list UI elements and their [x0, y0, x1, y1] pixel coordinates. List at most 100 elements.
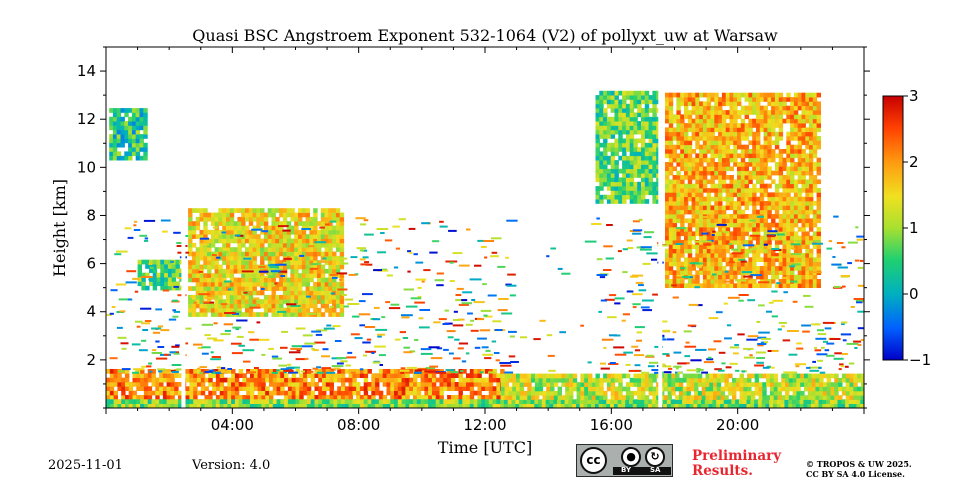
heatmap-cell: [625, 103, 631, 109]
heatmap-cell: [680, 114, 685, 120]
heatmap-cell: [185, 373, 190, 378]
heatmap-cell: [816, 214, 821, 219]
heatmap-cell: [684, 205, 689, 211]
heatmap-cell: [637, 147, 642, 152]
heatmap-cell: [668, 205, 674, 211]
heatmap-cell: [210, 290, 216, 296]
heatmap-cell: [526, 399, 532, 404]
heatmap-cell: [159, 377, 164, 383]
heatmap-cell: [687, 149, 693, 154]
heatmap-cell: [241, 212, 246, 218]
heatmap-cell: [477, 373, 482, 378]
heatmap-cell: [599, 121, 604, 126]
heatmap-cell: [191, 225, 197, 231]
heatmap-cell: [695, 205, 700, 211]
heatmap-cell: [309, 277, 314, 283]
heatmap-cell: [241, 312, 246, 317]
heatmap-cell: [203, 255, 208, 261]
heatmap-cell: [744, 110, 749, 115]
heatmap-cell: [778, 253, 784, 258]
heatmap-cell: [734, 344, 739, 346]
heatmap-cell: [135, 138, 141, 144]
heatmap-cell: [214, 221, 219, 226]
heatmap-cell: [263, 303, 269, 309]
heatmap-cell: [710, 235, 715, 241]
heatmap-cell: [277, 310, 287, 313]
heatmap-cell: [625, 194, 631, 200]
heatmap-cell: [809, 157, 814, 163]
heatmap-cell: [339, 242, 345, 248]
heatmap-cell: [435, 403, 441, 408]
heatmap-cell: [112, 116, 118, 122]
heatmap-cell: [132, 371, 139, 374]
heatmap-cell: [648, 108, 653, 113]
heatmap-cell: [809, 175, 814, 180]
heatmap-cell: [718, 261, 723, 267]
heatmap-cell: [324, 303, 329, 309]
heatmap-cell: [740, 244, 746, 249]
heatmap-cell: [744, 162, 749, 167]
heatmap-cell: [214, 307, 219, 313]
heatmap-cell: [279, 299, 284, 304]
heatmap-cell: [500, 390, 506, 396]
heatmap-cell: [210, 216, 216, 222]
heatmap-cell: [515, 399, 520, 404]
heatmap-cell: [199, 216, 204, 222]
heatmap-cell: [512, 390, 517, 396]
heatmap-cell: [178, 390, 183, 396]
heatmap-cell: [652, 116, 657, 122]
heatmap-cell: [756, 131, 761, 137]
heatmap-cell: [248, 238, 254, 244]
heatmap-cell: [788, 386, 794, 392]
heatmap-cell: [195, 247, 201, 252]
heatmap-cell: [344, 390, 350, 396]
heatmap-cell: [748, 127, 753, 133]
heatmap-cell: [682, 395, 688, 400]
heatmap-cell: [684, 188, 689, 193]
heatmap-cell: [324, 281, 329, 287]
heatmap-cell: [557, 403, 562, 408]
heatmap-cell: [652, 160, 657, 165]
heatmap-cell: [668, 157, 674, 163]
heatmap-cell: [189, 390, 194, 396]
heatmap-cell: [771, 279, 776, 284]
heatmap-cell: [635, 281, 644, 284]
heatmap-cell: [797, 192, 803, 198]
heatmap-cell: [809, 235, 814, 241]
heatmap-cell: [610, 173, 616, 178]
heatmap-cell: [139, 134, 144, 139]
heatmap-cell: [151, 382, 156, 387]
heatmap-cell: [769, 377, 775, 383]
heatmap-cell: [199, 247, 204, 252]
heatmap-cell: [706, 253, 712, 258]
heatmap-cell: [324, 242, 329, 248]
heatmap-cell: [699, 144, 704, 150]
heatmap-cell: [305, 277, 310, 283]
heatmap-cell: [167, 268, 173, 274]
heatmap-cell: [109, 369, 115, 374]
heatmap-cell: [332, 238, 337, 244]
heatmap-cell: [301, 294, 307, 300]
heatmap-cell: [193, 395, 198, 400]
heatmap-cell: [245, 312, 250, 317]
heatmap-cell: [740, 192, 746, 198]
heatmap-cell: [195, 277, 201, 283]
heatmap-cell: [382, 399, 388, 404]
heatmap-cell: [618, 103, 623, 109]
heatmap-cell: [829, 403, 835, 408]
heatmap-cell: [648, 155, 653, 161]
heatmap-cell: [229, 312, 235, 317]
heatmap-cell: [569, 377, 574, 383]
heatmap-cell: [625, 95, 631, 100]
heatmap-cell: [572, 377, 578, 383]
heatmap-cell: [109, 155, 114, 161]
heatmap-cell: [763, 170, 768, 176]
heatmap-cell: [378, 377, 384, 383]
heatmap-cell: [218, 229, 223, 235]
heatmap-cell: [229, 294, 235, 300]
heatmap-cell: [699, 127, 704, 133]
heatmap-cell: [135, 121, 141, 126]
heatmap-cell: [424, 399, 429, 404]
heatmap-cell: [735, 386, 741, 392]
heatmap-cell: [764, 219, 768, 222]
